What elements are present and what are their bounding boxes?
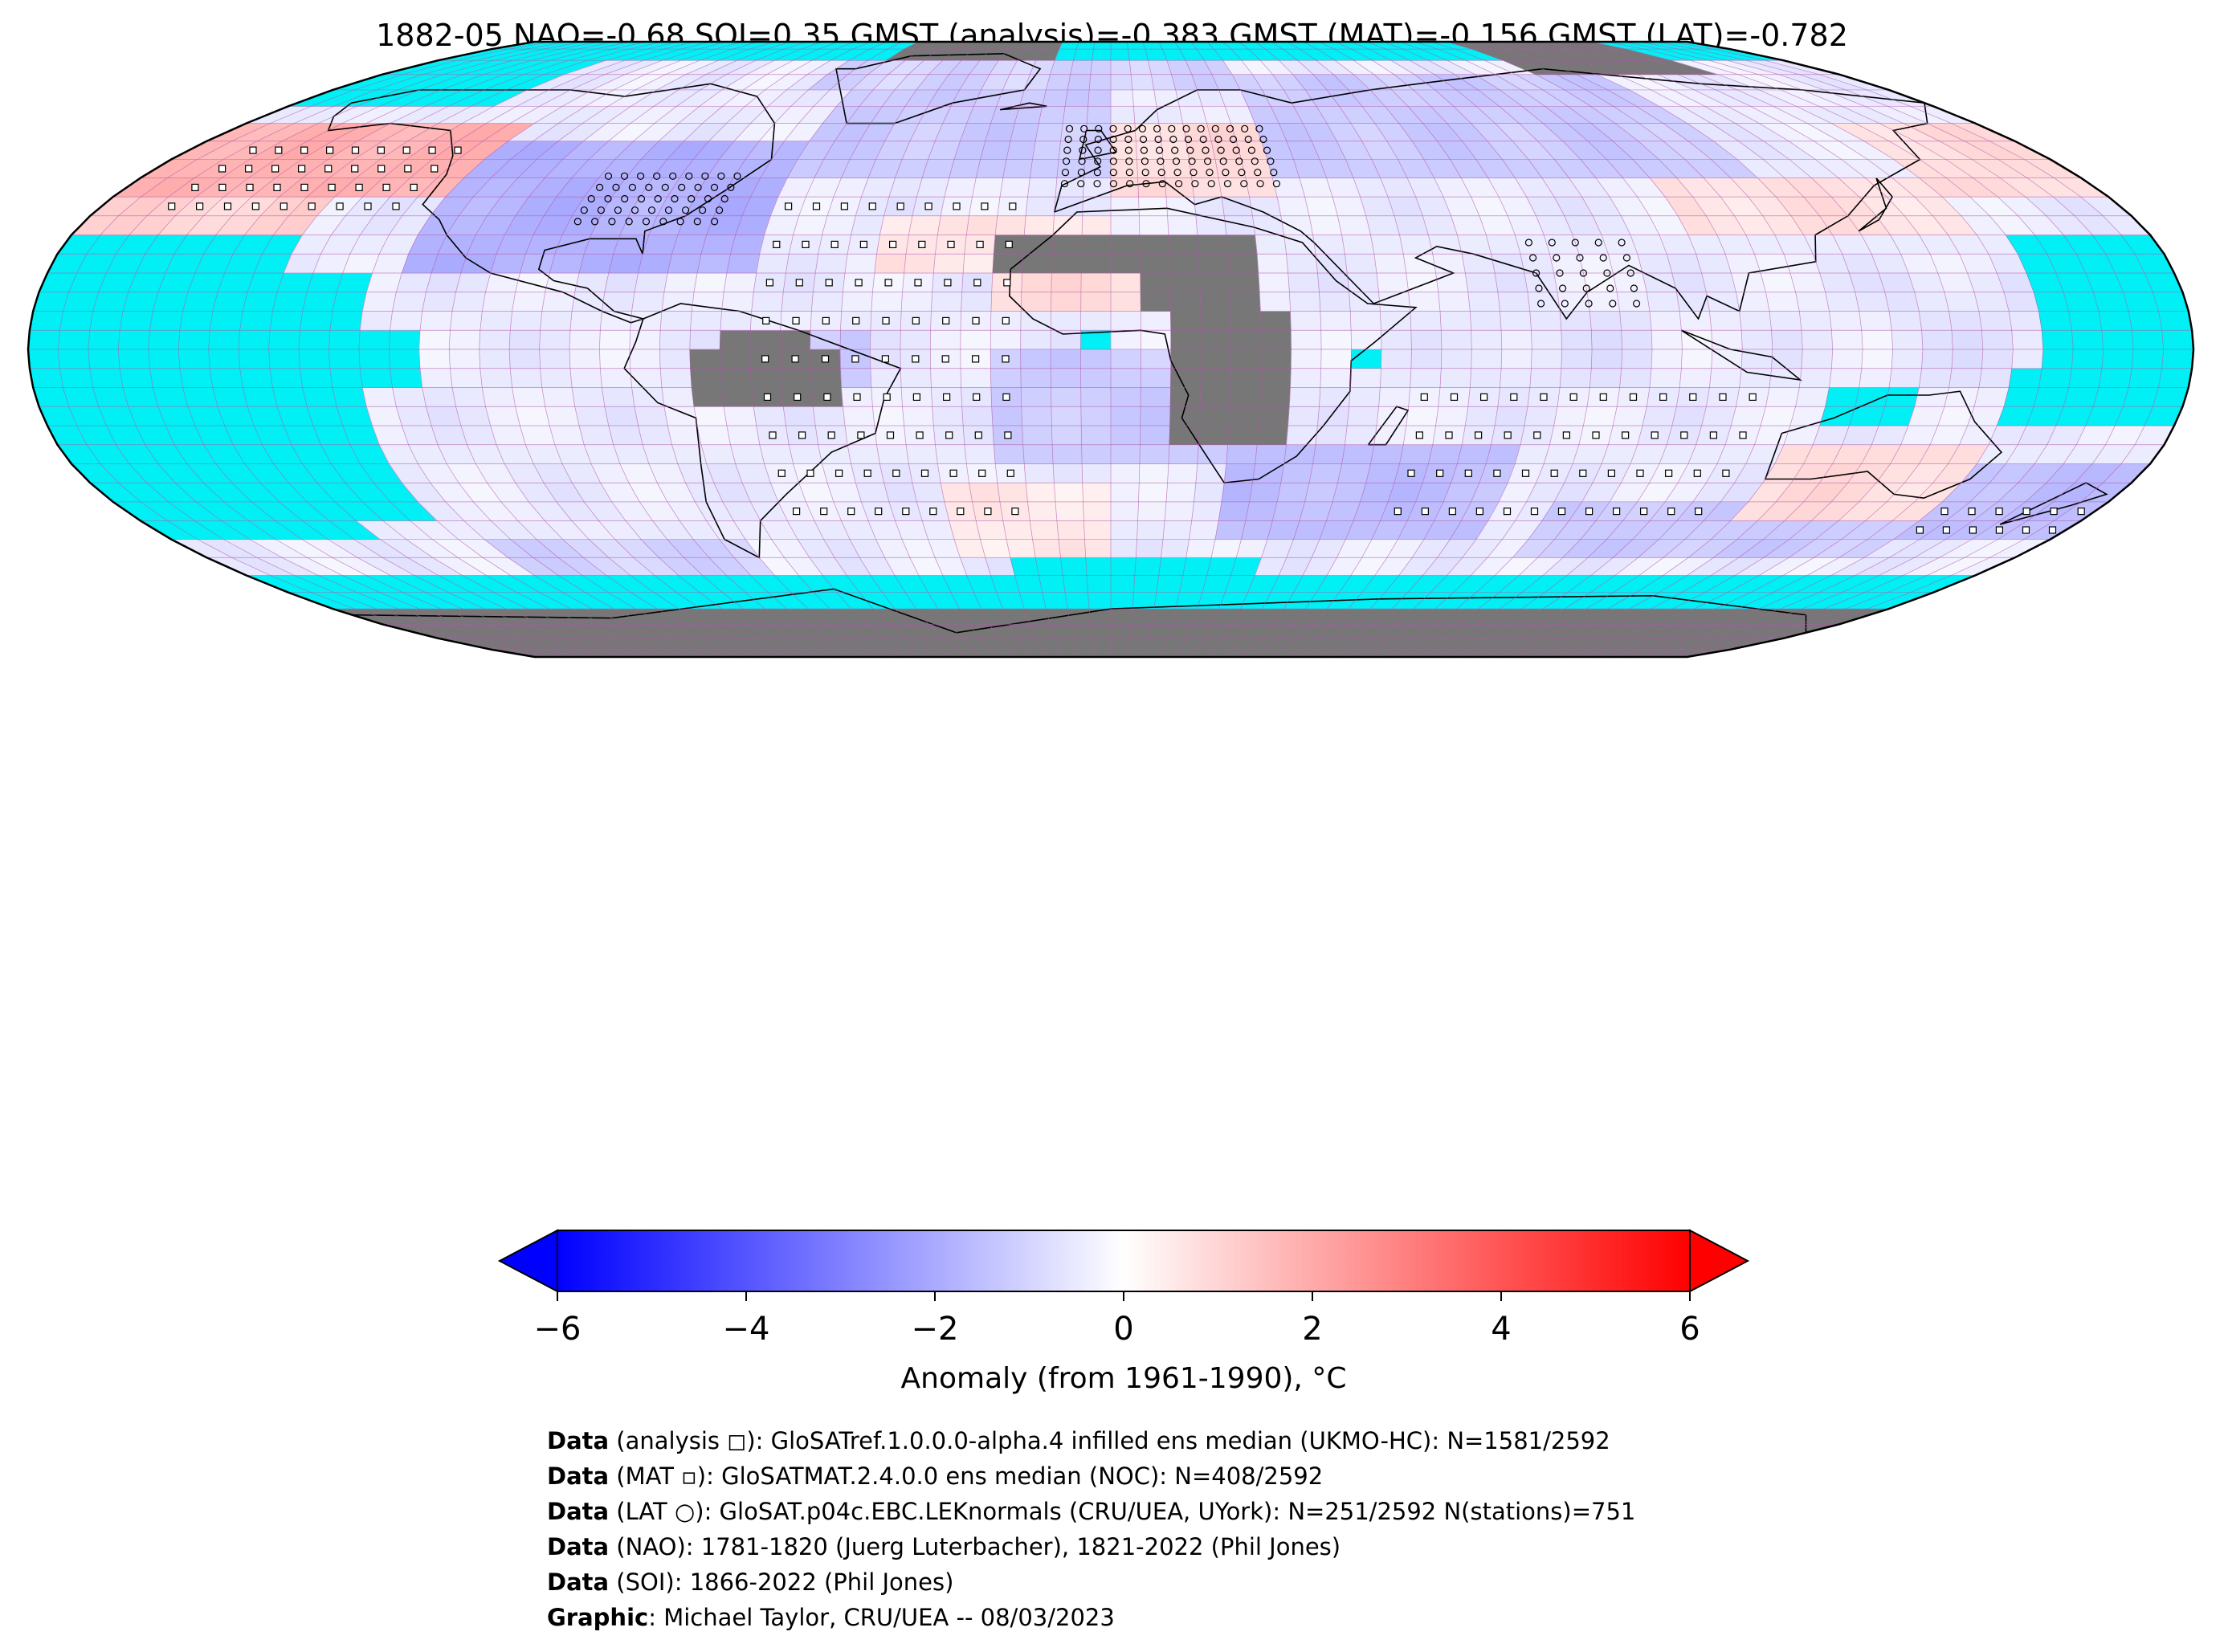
credit-line: Data (MAT ▫): GloSATMAT.2.4.0.0 ens medi… — [547, 1458, 1635, 1494]
credit-label: Data — [547, 1533, 610, 1560]
credits-block: Data (analysis ◻): GloSATref.1.0.0.0-alp… — [547, 1423, 1635, 1635]
colorbar-label: Anomaly (from 1961-1990), °C — [901, 1362, 1347, 1395]
colorbar-tick-label: 6 — [1679, 1311, 1700, 1348]
colorbar-extend-low — [497, 1229, 558, 1293]
credit-text: (SOI): 1866-2022 (Phil Jones) — [609, 1568, 954, 1596]
colorbar-tick-label: 2 — [1302, 1311, 1322, 1348]
credit-line: Data (SOI): 1866-2022 (Phil Jones) — [547, 1564, 1635, 1600]
credit-text: (analysis ◻): GloSATref.1.0.0.0-alpha.4 … — [609, 1427, 1610, 1454]
colorbar-bar — [557, 1230, 1691, 1292]
credit-text: (NAO): 1781-1820 (Juerg Luterbacher), 18… — [609, 1533, 1341, 1560]
credit-text: (LAT ○): GloSAT.p04c.EBC.LEKnormals (CRU… — [609, 1498, 1636, 1525]
colorbar-tick-label: −2 — [912, 1311, 959, 1348]
colorbar-tick-label: 0 — [1113, 1311, 1133, 1348]
anomaly-cells — [28, 42, 2193, 657]
colorbar-tick-label: −6 — [534, 1311, 582, 1348]
colorbar-ticks: −6 −4 −2 0 2 4 6 — [534, 1291, 1700, 1348]
credit-label: Data — [547, 1427, 610, 1454]
colorbar-tick-label: 4 — [1491, 1311, 1511, 1348]
credit-text: (MAT ▫): GloSATMAT.2.4.0.0 ens median (N… — [609, 1462, 1324, 1490]
colorbar-extend-high — [1689, 1229, 1750, 1293]
map-background — [28, 42, 2193, 657]
credit-label: Data — [547, 1568, 610, 1596]
credit-label: Graphic — [547, 1604, 649, 1631]
credit-line: Data (LAT ○): GloSAT.p04c.EBC.LEKnormals… — [547, 1494, 1635, 1529]
credit-label: Data — [547, 1498, 610, 1525]
credit-line: Data (NAO): 1781-1820 (Juerg Luterbacher… — [547, 1529, 1635, 1564]
credit-text: : Michael Taylor, CRU/UEA -- 08/03/2023 — [648, 1604, 1115, 1631]
credit-line: Graphic: Michael Taylor, CRU/UEA -- 08/0… — [547, 1600, 1635, 1635]
credit-label: Data — [547, 1462, 610, 1490]
world-map — [27, 40, 2195, 659]
credit-line: Data (analysis ◻): GloSATref.1.0.0.0-alp… — [547, 1423, 1635, 1458]
colorbar-tick-label: −4 — [723, 1311, 770, 1348]
